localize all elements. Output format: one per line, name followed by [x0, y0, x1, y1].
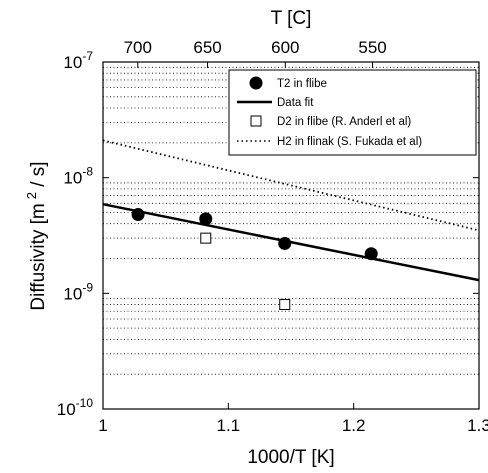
y-tick-exponent: -7: [82, 49, 93, 63]
top-x-tick-label: 650: [193, 38, 221, 57]
top-x-tick-label: 700: [124, 38, 152, 57]
x-tick-label: 1.2: [342, 416, 366, 435]
y-tick-base: 10: [63, 53, 82, 72]
top-axis-title: T [C]: [271, 8, 312, 29]
y-tick-label: 10-9: [63, 280, 93, 303]
top-x-tick-label: 600: [271, 38, 299, 57]
legend-label-d2-in-flibe: D2 in flibe (R. Anderl et al): [277, 116, 411, 128]
legend-box: [228, 69, 477, 156]
top-x-tick-label: 550: [358, 38, 386, 57]
y-axis-title-superscript: 2: [24, 192, 39, 199]
x-tick-label: 1: [98, 416, 107, 435]
x-tick-label: 1.1: [217, 416, 241, 435]
y-tick-exponent: -9: [82, 280, 93, 294]
point-d2-in-flibe-r-anderl-et-al: [279, 299, 291, 311]
y-tick-base: 10: [57, 400, 76, 419]
y-tick-base: 10: [63, 284, 82, 303]
x-tick-label: 1.3: [467, 416, 488, 435]
legend: T2 in flibe Data fit D2 in flibe (R. And…: [228, 69, 477, 156]
y-axis-title-tail: / s]: [28, 161, 49, 192]
y-tick-exponent: -10: [76, 396, 94, 410]
point-d2-in-flibe-r-anderl-et-al: [200, 232, 212, 244]
y-tick-label: 10-10: [57, 396, 94, 419]
y-axis-title: Diffusivity [m 2 / s]: [24, 161, 49, 310]
legend-label-data-fit: Data fit: [277, 97, 314, 109]
line-data-fit: [102, 202, 480, 282]
series-layer: [102, 139, 480, 311]
legend-swatch-t2-in-flibe: [249, 76, 263, 90]
x-axis-title: 1000/T [K]: [247, 447, 334, 468]
legend-label-h2-in-flinak: H2 in flinak (S. Fukada et al): [277, 136, 422, 148]
y-tick-label: 10-8: [63, 165, 93, 188]
y-tick-base: 10: [63, 169, 82, 188]
y-tick-exponent: -8: [82, 165, 93, 179]
plot-frame: [102, 61, 480, 410]
y-axis-title-main: Diffusivity [m: [28, 203, 49, 310]
point-t2-in-flibe: [199, 212, 213, 226]
line-h2-in-flinak-s-fukada-et-al: [102, 139, 480, 232]
legend-swatch-d2-in-flibe: [250, 115, 262, 127]
legend-label-t2-in-flibe: T2 in flibe: [277, 78, 327, 90]
y-tick-label: 10-7: [63, 49, 93, 72]
